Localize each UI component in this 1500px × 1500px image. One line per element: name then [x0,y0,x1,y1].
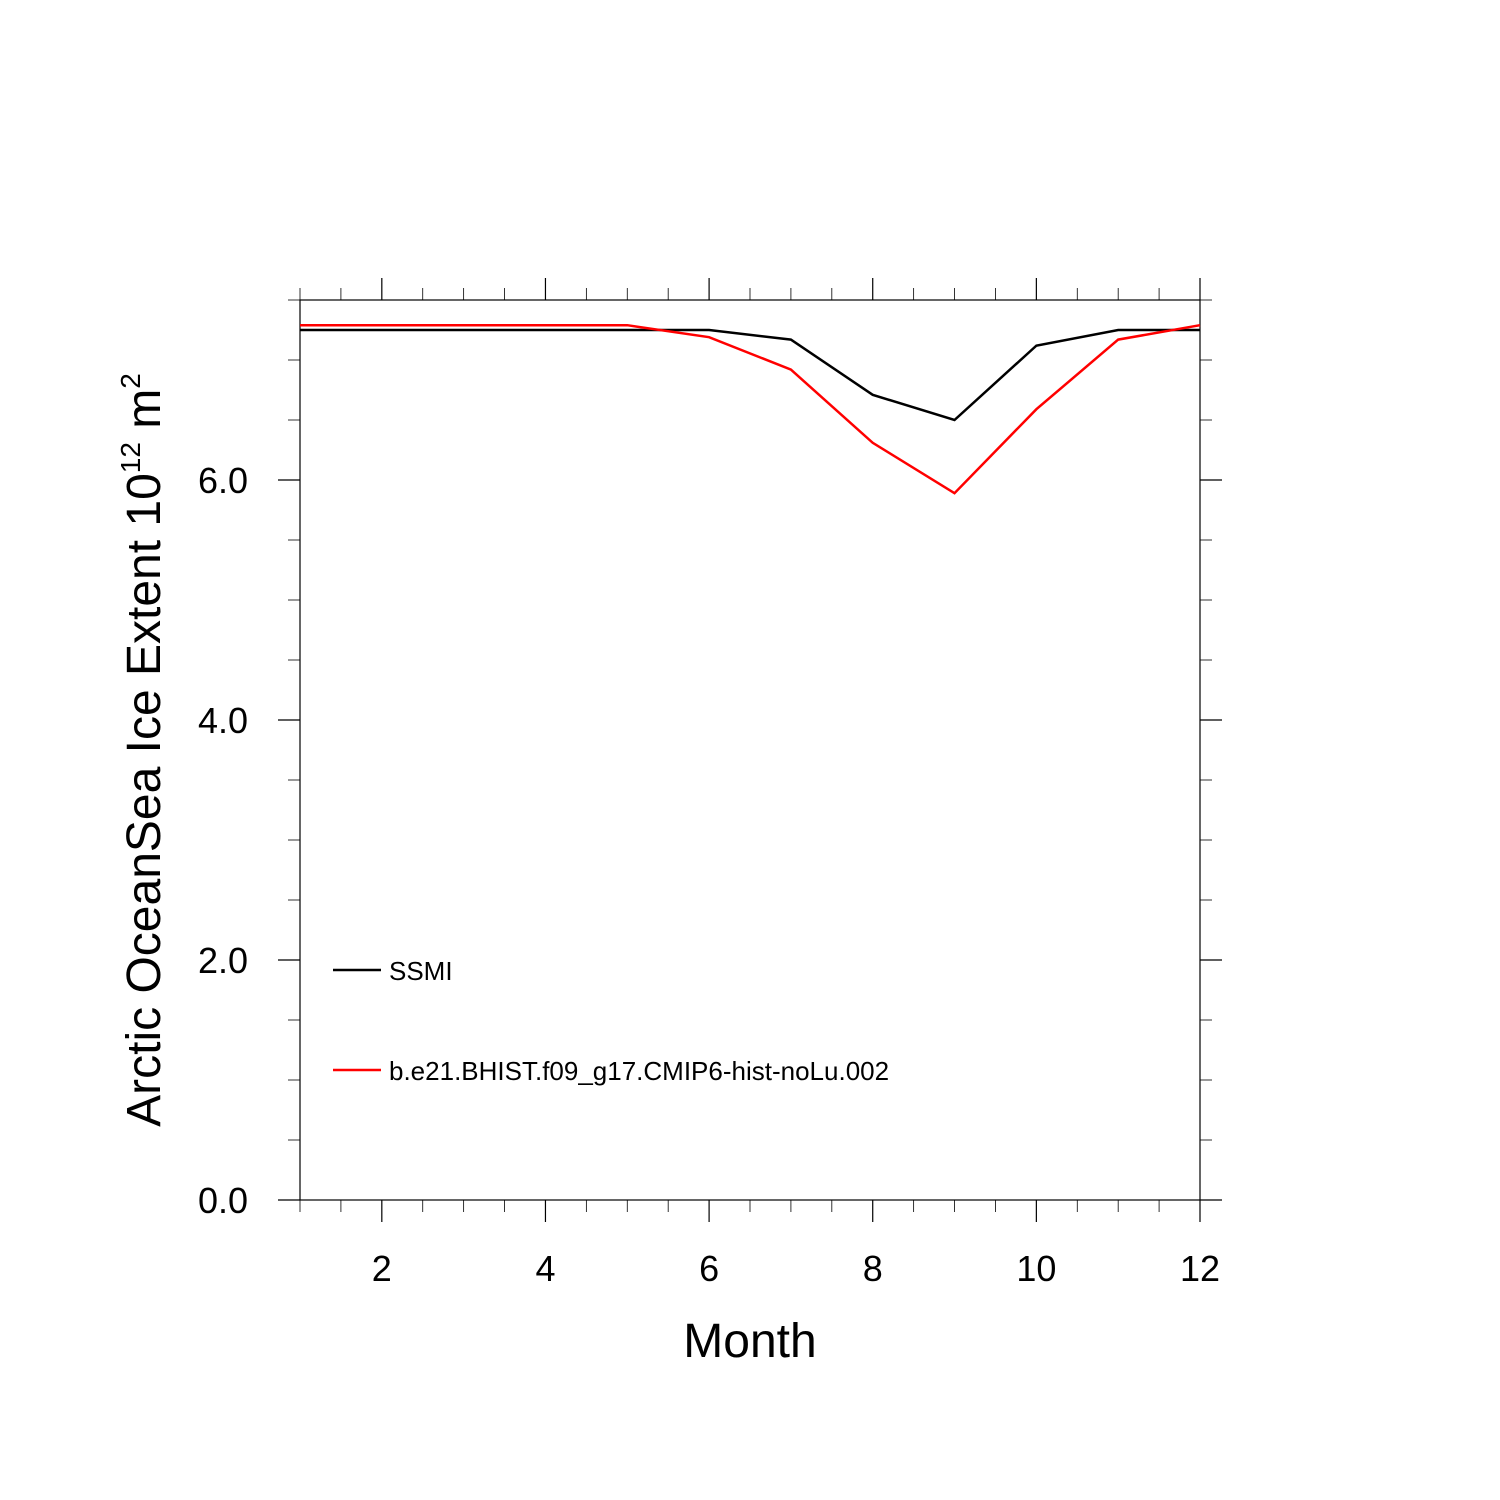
y-tick-label: 0.0 [198,1180,248,1221]
y-axis-title-base: Arctic OceanSea Ice Extent 10 [118,473,171,1127]
x-tick-label: 2 [372,1248,392,1289]
y-tick-labels: 0.0 2.0 4.0 6.0 [198,460,248,1221]
legend: SSMI b.e21.BHIST.f09_g17.CMIP6-hist-noLu.… [333,956,889,1086]
x-tick-label: 12 [1180,1248,1220,1289]
y-axis-title: Arctic OceanSea Ice Extent 1012 m2 [115,373,171,1127]
plot-frame [299,299,1201,1201]
x-tick-labels: 2 4 6 8 10 12 [372,1248,1220,1289]
legend-label-1: SSMI [389,956,453,986]
x-axis-title: Month [683,1315,816,1368]
series-layer [300,323,1201,495]
y-axis-title-exponent: 12 [115,442,146,473]
x-tick-label: 6 [699,1248,719,1289]
legend-label-2: b.e21.BHIST.f09_g17.CMIP6-hist-noLu.002 [389,1056,889,1086]
series-line-2 [300,323,1201,495]
x-tick-label: 8 [863,1248,883,1289]
y-tick-label: 2.0 [198,940,248,981]
x-tick-label: 4 [535,1248,555,1289]
y-axis-title-unit-exponent: 2 [115,373,146,389]
y-tick-label: 4.0 [198,700,248,741]
y-axis-title-unit: m [118,389,171,442]
series-line-1 [300,328,1200,422]
x-tick-label: 10 [1016,1248,1056,1289]
y-tick-label: 6.0 [198,460,248,501]
axis-ticks [278,278,1222,1222]
